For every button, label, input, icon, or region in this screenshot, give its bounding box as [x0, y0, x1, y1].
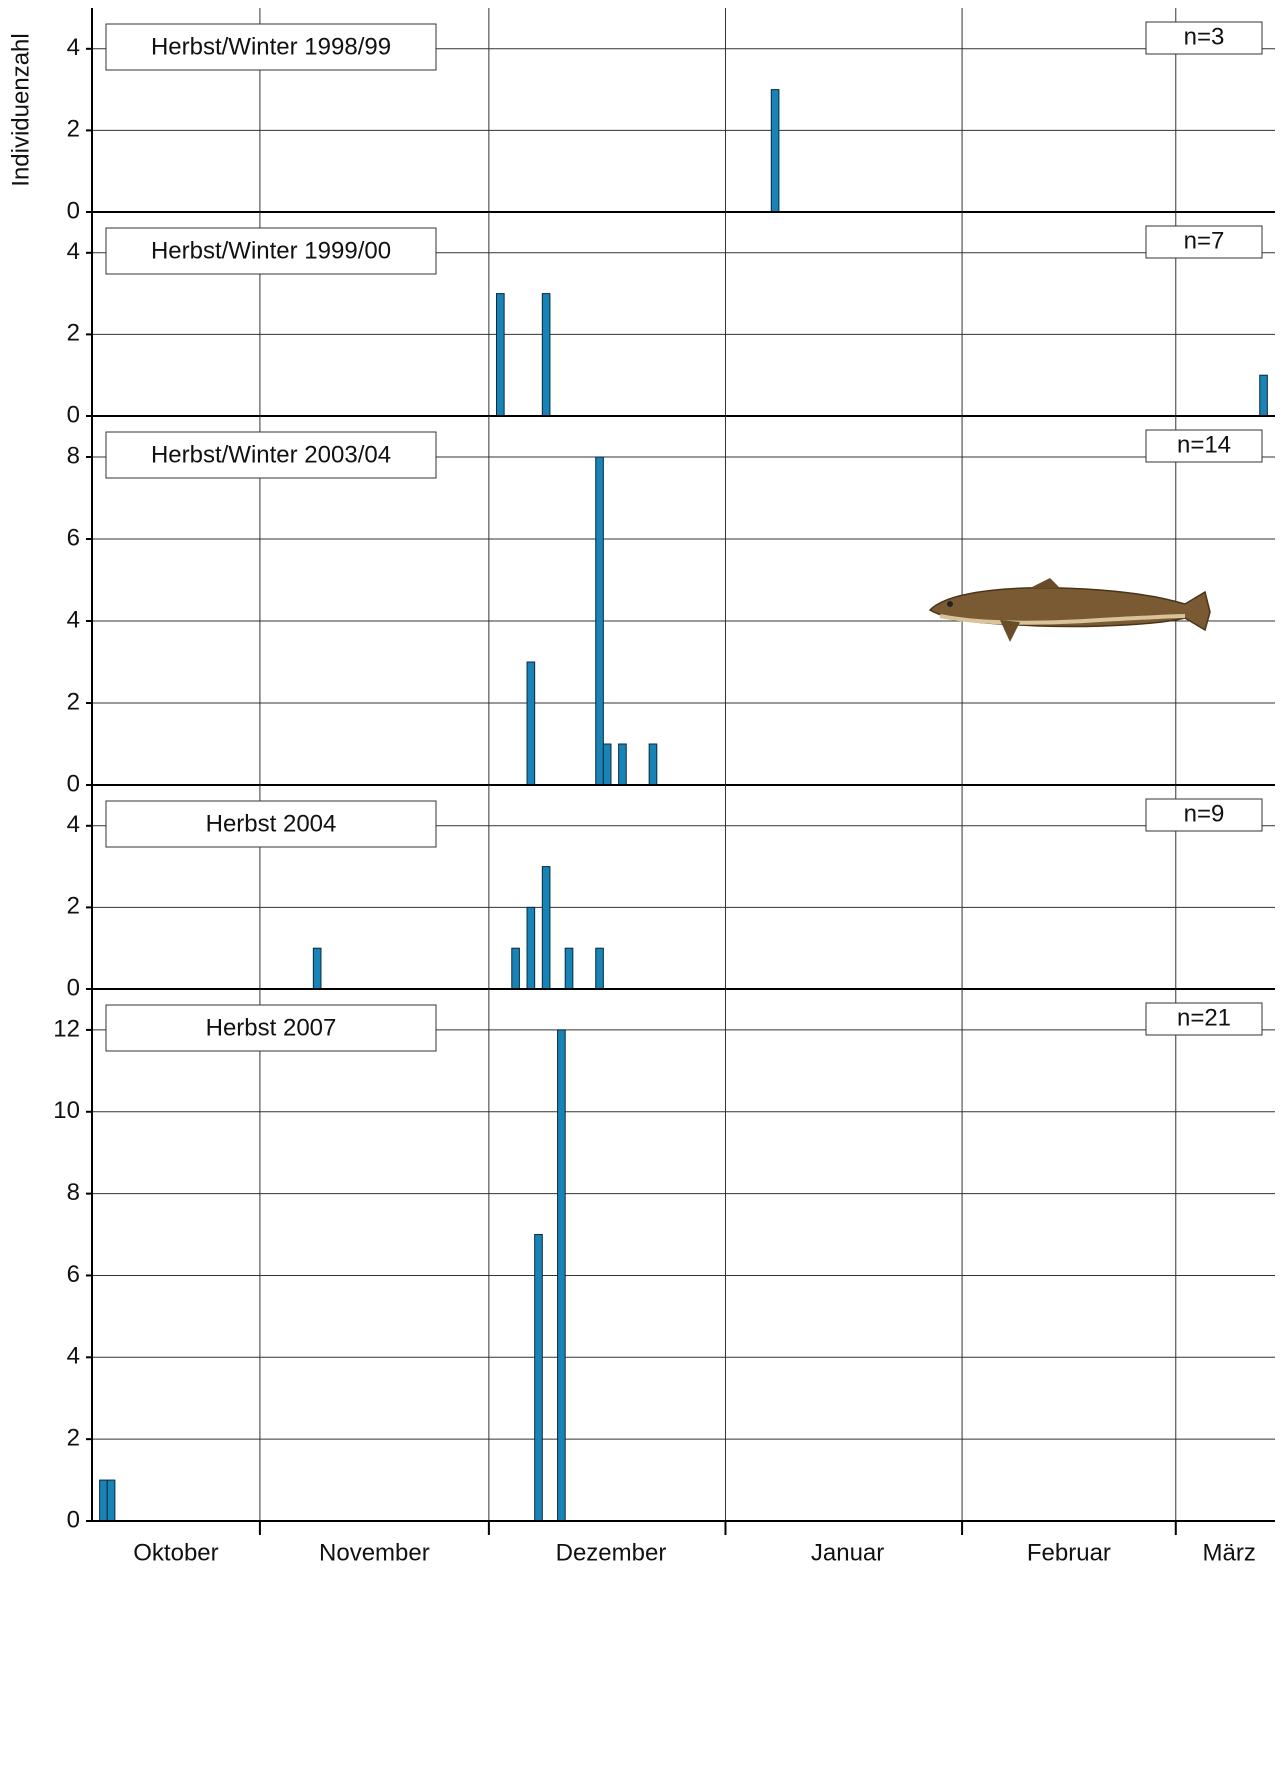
y-tick-label: 2: [67, 688, 80, 715]
x-tick-label: Oktober: [133, 1539, 218, 1566]
bar: [565, 948, 573, 989]
y-tick-label: 2: [67, 320, 80, 347]
chart: 0 2 4 Herbst/Winter 1998/99 n=3 Individuenzah…: [0, 0, 1285, 1771]
panel-title: Herbst 2007: [206, 1014, 337, 1041]
y-tick-label: 6: [67, 524, 80, 551]
panel-title: Herbst/Winter 1998/99: [151, 33, 391, 60]
bar: [542, 867, 550, 989]
bar: [542, 294, 550, 416]
bar: [527, 662, 535, 785]
y-tick-label: 4: [67, 34, 80, 61]
bar: [527, 907, 535, 989]
y-tick-label: 2: [67, 893, 80, 920]
y-tick-label: 0: [67, 974, 80, 1001]
bar: [1260, 375, 1268, 416]
y-tick-label: 4: [67, 606, 80, 633]
bar: [619, 744, 627, 785]
bar: [512, 948, 520, 989]
n-label: n=7: [1184, 227, 1225, 254]
n-label: n=14: [1177, 431, 1231, 458]
y-axis-label: Individuenzahl: [7, 33, 34, 186]
bar: [497, 294, 505, 416]
y-tick-label: 4: [67, 238, 80, 265]
bar: [596, 948, 604, 989]
bar: [596, 457, 604, 785]
y-tick-label: 4: [67, 1343, 80, 1370]
x-tick-label: Januar: [811, 1539, 884, 1566]
panel-title: Herbst/Winter 1999/00: [151, 237, 391, 264]
y-tick-label: 8: [67, 442, 80, 469]
x-tick-label: Februar: [1027, 1539, 1111, 1566]
bar: [771, 90, 779, 212]
y-tick-label: 4: [67, 811, 80, 838]
y-tick-label: 0: [67, 197, 80, 224]
y-tick-label: 8: [67, 1179, 80, 1206]
y-tick-label: 10: [53, 1097, 80, 1124]
bar: [313, 948, 321, 989]
y-tick-label: 2: [67, 116, 80, 143]
y-tick-label: 12: [53, 1015, 80, 1042]
bar: [100, 1480, 108, 1521]
y-tick-label: 2: [67, 1424, 80, 1451]
fish-illustration: [930, 578, 1210, 642]
panel-title: Herbst/Winter 2003/04: [151, 441, 391, 468]
y-tick-label: 0: [67, 1506, 80, 1533]
y-tick-label: 6: [67, 1261, 80, 1288]
n-label: n=21: [1177, 1004, 1231, 1031]
y-tick-label: 0: [67, 401, 80, 428]
x-tick-label: November: [319, 1539, 430, 1566]
x-tick-label: März: [1203, 1539, 1256, 1566]
bar: [603, 744, 611, 785]
bar: [649, 744, 657, 785]
bar: [107, 1480, 115, 1521]
n-label: n=3: [1184, 23, 1225, 50]
x-tick-label: Dezember: [556, 1539, 667, 1566]
n-label: n=9: [1184, 800, 1225, 827]
panel-title: Herbst 2004: [206, 810, 337, 837]
bar: [535, 1235, 543, 1521]
bar: [558, 1030, 566, 1521]
y-tick-label: 0: [67, 770, 80, 797]
